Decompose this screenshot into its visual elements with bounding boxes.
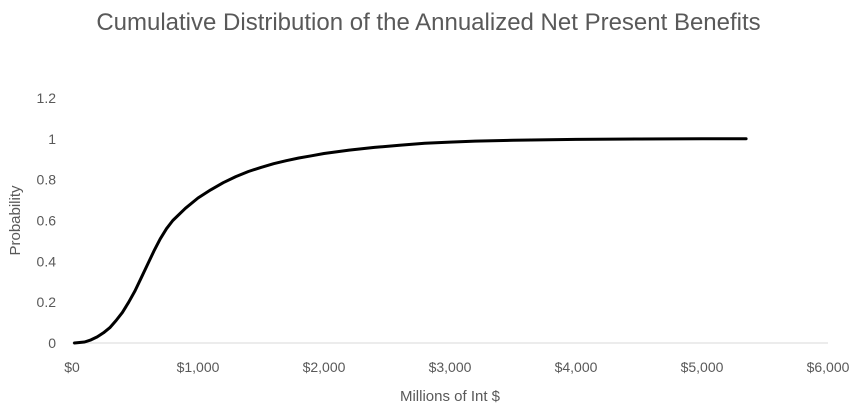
x-tick-label: $3,000	[429, 359, 472, 375]
x-tick-label: $2,000	[303, 359, 346, 375]
x-tick-label: $1,000	[177, 359, 220, 375]
y-axis-title: Probability	[7, 185, 24, 256]
y-tick-label: 1.2	[37, 90, 57, 106]
cdf-series-line	[73, 137, 748, 345]
y-tick-label: 0.6	[37, 213, 57, 229]
y-tick-label: 0.4	[37, 253, 57, 269]
x-axis-title: Millions of Int $	[400, 388, 501, 405]
y-tick-label: 1	[48, 131, 56, 147]
y-tick-label: 0	[48, 335, 56, 351]
chart-title: Cumulative Distribution of the Annualize…	[96, 9, 761, 36]
x-tick-label: $5,000	[681, 359, 724, 375]
x-tick-label: $0	[64, 359, 80, 375]
x-tick-label: $6,000	[807, 359, 850, 375]
x-tick-label: $4,000	[555, 359, 598, 375]
y-tick-label: 0.2	[37, 294, 57, 310]
y-tick-label: 0.8	[37, 172, 57, 188]
